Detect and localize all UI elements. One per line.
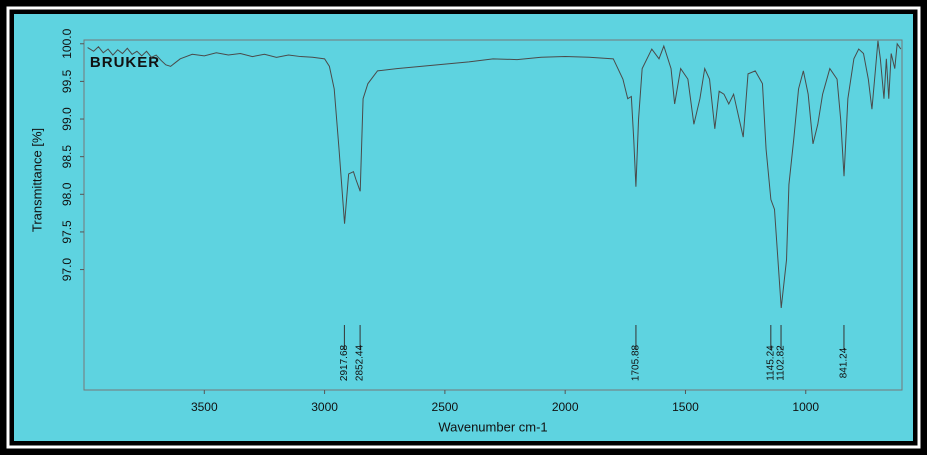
y-tick-label: 99.0 — [60, 107, 74, 131]
x-axis-label: Wavenumber cm-1 — [438, 419, 547, 434]
x-tick-label: 2000 — [552, 400, 579, 414]
y-axis-label: Transmittance [%] — [29, 128, 44, 232]
peak-label: 1102.82 — [776, 345, 787, 381]
spectrum-line — [87, 40, 902, 309]
x-tick-label: 1000 — [792, 400, 819, 414]
x-tick-label: 3000 — [311, 400, 338, 414]
plot-area — [83, 39, 903, 391]
peak-label: 1705.88 — [631, 344, 642, 381]
peak-label: 2917.68 — [339, 344, 350, 381]
y-tick-label: 97.0 — [60, 258, 74, 282]
background — [14, 14, 913, 441]
x-tick-label: 2500 — [432, 400, 459, 414]
y-tick-label: 99.5 — [60, 69, 74, 93]
y-tick-label: 98.0 — [60, 182, 74, 206]
peak-label: 1145.24 — [765, 345, 776, 381]
y-tick-label: 98.5 — [60, 145, 74, 169]
logo: BRUKER — [90, 54, 160, 71]
x-tick-label: 3500 — [191, 400, 218, 414]
peak-label: 2852.44 — [355, 344, 366, 381]
y-tick-label: 100.0 — [60, 28, 74, 58]
peak-label: 841.24 — [839, 347, 850, 378]
x-tick-label: 1500 — [672, 400, 699, 414]
y-tick-label: 97.5 — [60, 220, 74, 244]
